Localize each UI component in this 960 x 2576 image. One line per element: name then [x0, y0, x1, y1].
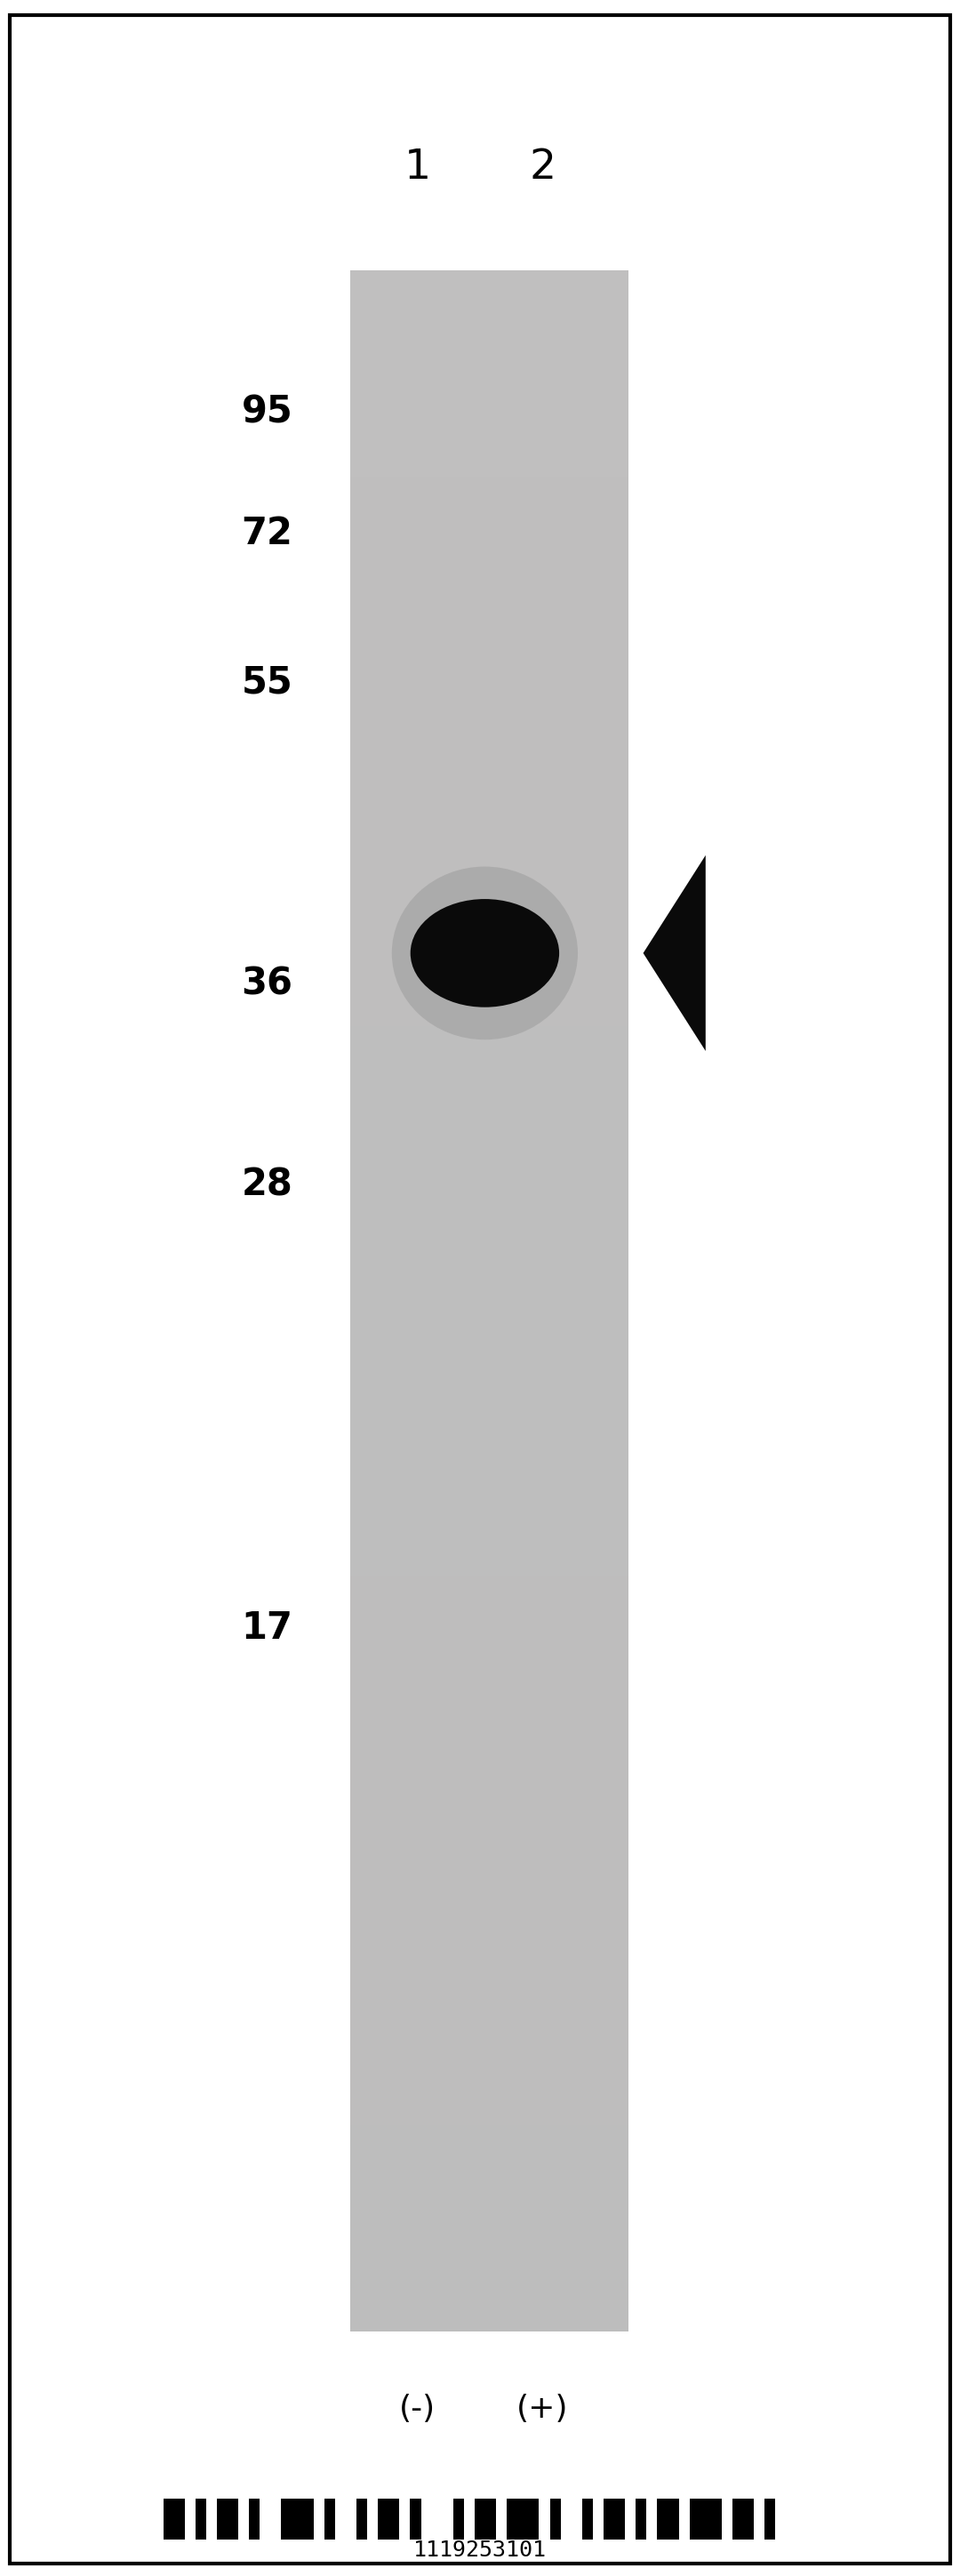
Text: 17: 17: [241, 1610, 293, 1646]
Bar: [689, 2499, 722, 2540]
Bar: [281, 2499, 314, 2540]
Bar: [350, 1437, 629, 1507]
Bar: [163, 2499, 184, 2540]
Bar: [350, 889, 629, 958]
Bar: [350, 1231, 629, 1301]
Bar: [350, 752, 629, 819]
Text: (+): (+): [516, 2393, 568, 2424]
Bar: [350, 613, 629, 683]
Bar: [249, 2499, 260, 2540]
Bar: [350, 270, 629, 2331]
Text: 28: 28: [241, 1167, 293, 1203]
Bar: [550, 2499, 561, 2540]
Bar: [356, 2499, 368, 2540]
Bar: [350, 2056, 629, 2125]
Text: 95: 95: [242, 394, 293, 430]
Bar: [474, 2499, 496, 2540]
Bar: [507, 2499, 540, 2540]
Bar: [350, 2262, 629, 2331]
Bar: [378, 2499, 399, 2540]
Bar: [350, 340, 629, 407]
Bar: [732, 2499, 754, 2540]
Bar: [350, 1507, 629, 1577]
Text: 55: 55: [242, 665, 293, 701]
Bar: [217, 2499, 238, 2540]
Bar: [410, 2499, 420, 2540]
Bar: [350, 683, 629, 752]
Bar: [350, 1919, 629, 1989]
Bar: [350, 1577, 629, 1643]
Text: 2: 2: [529, 147, 556, 188]
Bar: [350, 1850, 629, 1919]
Bar: [582, 2499, 592, 2540]
Bar: [196, 2499, 206, 2540]
Bar: [604, 2499, 625, 2540]
Bar: [350, 2125, 629, 2195]
Bar: [350, 546, 629, 613]
Bar: [350, 270, 629, 340]
Bar: [350, 1643, 629, 1713]
Bar: [350, 1025, 629, 1095]
Bar: [350, 2195, 629, 2262]
Text: (-): (-): [399, 2393, 436, 2424]
Polygon shape: [643, 855, 706, 1051]
Ellipse shape: [411, 899, 559, 1007]
Bar: [350, 1713, 629, 1783]
Bar: [350, 1370, 629, 1437]
Text: 72: 72: [241, 515, 293, 551]
Bar: [350, 1164, 629, 1231]
Text: 36: 36: [241, 966, 293, 1002]
Bar: [658, 2499, 679, 2540]
Bar: [636, 2499, 646, 2540]
Text: 1: 1: [404, 147, 431, 188]
Bar: [350, 1095, 629, 1164]
Bar: [350, 1783, 629, 1850]
Bar: [453, 2499, 464, 2540]
Bar: [350, 1301, 629, 1370]
Ellipse shape: [392, 866, 578, 1041]
Bar: [350, 958, 629, 1025]
Bar: [350, 407, 629, 477]
Bar: [350, 819, 629, 889]
Text: 1119253101: 1119253101: [414, 2540, 546, 2561]
Bar: [350, 477, 629, 546]
Bar: [350, 1989, 629, 2056]
Bar: [324, 2499, 335, 2540]
Bar: [764, 2499, 776, 2540]
